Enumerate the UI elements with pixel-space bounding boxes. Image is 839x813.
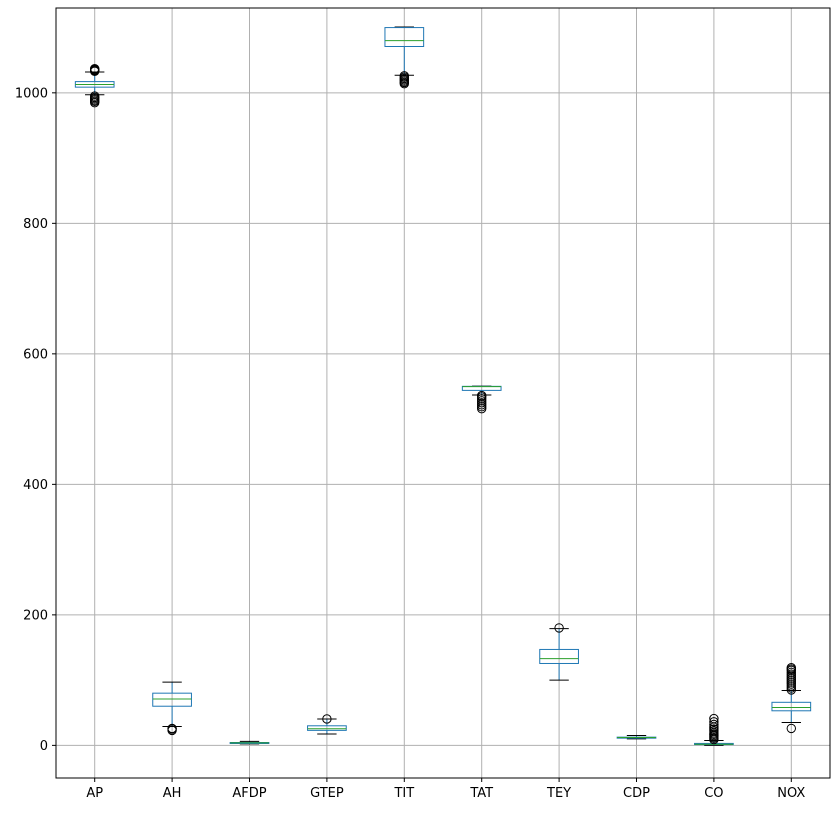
box-ap <box>74 63 115 108</box>
box-tit <box>384 26 425 89</box>
x-tick-label: AFDP <box>232 786 266 801</box>
box-afdp <box>229 740 270 745</box>
y-tick-label: 0 <box>40 739 48 754</box>
grid-lines <box>56 8 830 778</box>
x-tick-label: CDP <box>623 786 650 801</box>
box-tat <box>461 385 502 414</box>
x-tick-label: TIT <box>393 786 414 801</box>
outlier-point <box>786 723 796 734</box>
iqr-box <box>152 692 192 707</box>
outlier-point <box>709 717 719 727</box>
x-tick-label: TEY <box>546 786 571 801</box>
plot-area-frame <box>55 7 831 779</box>
y-tick-label: 400 <box>23 478 48 493</box>
iqr-box <box>384 27 425 47</box>
box-cdp <box>616 734 657 740</box>
outlier-point <box>399 71 409 81</box>
outlier-point <box>90 63 100 74</box>
y-tick-label: 600 <box>23 347 48 362</box>
outlier-point <box>709 719 719 730</box>
box-ah <box>152 681 192 736</box>
y-tick-label: 200 <box>23 608 48 623</box>
y-tick-label: 1000 <box>15 86 48 101</box>
box-gtep <box>307 714 347 735</box>
outlier-point <box>554 623 564 633</box>
box-series <box>74 26 812 746</box>
outlier-point <box>709 713 719 724</box>
x-tick-label: NOX <box>777 786 805 801</box>
y-tick-label: 800 <box>23 217 48 232</box>
outlier-point <box>786 663 796 673</box>
outlier-point <box>322 714 332 724</box>
iqr-box <box>307 725 347 731</box>
axis-ticks: 0 200 400 600 800 1000 AP AH AFDP GTEP TIT TAT TEY CD… <box>15 86 806 801</box>
iqr-box <box>771 701 812 712</box>
x-tick-label: CO <box>704 786 723 801</box>
x-tick-label: GTEP <box>310 786 344 801</box>
outlier-point <box>90 91 100 101</box>
outlier-point <box>477 390 487 401</box>
box-nox <box>771 663 812 734</box>
x-tick-label: AH <box>163 786 182 801</box>
box-tey <box>539 623 579 681</box>
iqr-box <box>539 648 579 664</box>
box-co <box>694 713 734 746</box>
x-tick-label: AP <box>86 786 103 801</box>
x-tick-label: TAT <box>469 786 493 801</box>
outlier-point <box>167 723 177 734</box>
